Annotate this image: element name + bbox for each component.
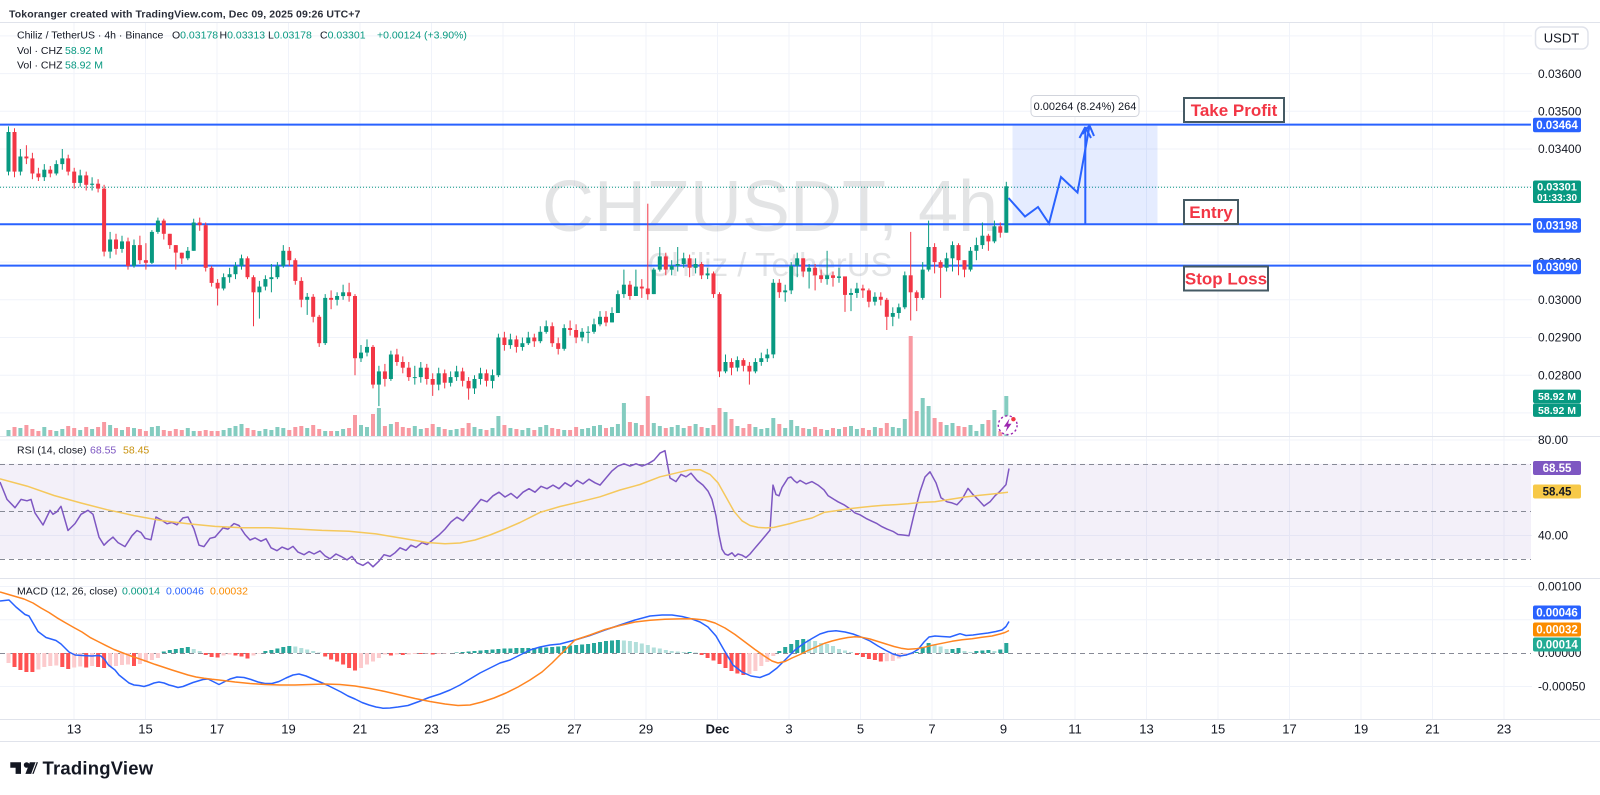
svg-text:Take Profit: Take Profit <box>1191 101 1278 120</box>
svg-text:5: 5 <box>857 722 864 737</box>
svg-text:0.03090: 0.03090 <box>1536 262 1578 274</box>
svg-text:0.02800: 0.02800 <box>1538 368 1582 382</box>
svg-text:0.03464: 0.03464 <box>1536 120 1578 132</box>
svg-text:0.00032: 0.00032 <box>1536 624 1578 636</box>
svg-text:H0.03313: H0.03313 <box>220 30 266 42</box>
svg-text:0.00100: 0.00100 <box>1538 580 1582 594</box>
svg-text:80.00: 80.00 <box>1538 433 1568 447</box>
svg-text:USDT: USDT <box>1544 31 1579 46</box>
svg-text:23: 23 <box>1497 722 1511 737</box>
svg-text:23: 23 <box>424 722 438 737</box>
svg-text:0.02900: 0.02900 <box>1538 331 1582 345</box>
svg-text:17: 17 <box>1282 722 1296 737</box>
svg-text:40.00: 40.00 <box>1538 529 1568 543</box>
svg-text:58.92 M: 58.92 M <box>1538 391 1576 403</box>
svg-text:29: 29 <box>639 722 653 737</box>
svg-text:0.00046: 0.00046 <box>1536 607 1578 619</box>
svg-text:7: 7 <box>928 722 935 737</box>
svg-text:Dec: Dec <box>706 722 730 737</box>
svg-text:0.03000: 0.03000 <box>1538 293 1582 307</box>
svg-text:15: 15 <box>1211 722 1225 737</box>
svg-text:13: 13 <box>1139 722 1153 737</box>
svg-text:TradingView: TradingView <box>43 758 154 779</box>
svg-text:0.03500: 0.03500 <box>1538 105 1582 119</box>
svg-text:0.03198: 0.03198 <box>1536 220 1578 232</box>
svg-text:Entry: Entry <box>1189 203 1233 222</box>
svg-text:19: 19 <box>1354 722 1368 737</box>
svg-text:25: 25 <box>496 722 510 737</box>
svg-text:3: 3 <box>785 722 792 737</box>
svg-text:9: 9 <box>1000 722 1007 737</box>
svg-text:Vol · CHZ 58.92 M: Vol · CHZ 58.92 M <box>17 45 103 57</box>
svg-text:17: 17 <box>210 722 224 737</box>
svg-text:68.55: 68.55 <box>1543 463 1572 475</box>
svg-text:0.00264 (8.24%) 264: 0.00264 (8.24%) 264 <box>1034 101 1137 113</box>
svg-text:Stop Loss: Stop Loss <box>1185 270 1267 289</box>
svg-text:21: 21 <box>353 722 367 737</box>
svg-text:Tokoranger created with Tradin: Tokoranger created with TradingView.com,… <box>9 9 361 21</box>
svg-text:19: 19 <box>281 722 295 737</box>
svg-text:21: 21 <box>1425 722 1439 737</box>
svg-text:Vol · CHZ 58.92 M: Vol · CHZ 58.92 M <box>17 60 103 72</box>
svg-text:0.03400: 0.03400 <box>1538 142 1582 156</box>
svg-text:01:33:30: 01:33:30 <box>1537 193 1577 204</box>
svg-text:15: 15 <box>138 722 152 737</box>
svg-text:L0.03178: L0.03178 <box>268 30 312 42</box>
svg-text:0.00014: 0.00014 <box>1536 639 1578 651</box>
svg-text:CHZUSDT, 4h: CHZUSDT, 4h <box>542 167 998 247</box>
svg-text:58.45: 58.45 <box>1543 486 1572 498</box>
svg-text:13: 13 <box>67 722 81 737</box>
svg-text:C0.03301: C0.03301 <box>320 30 366 42</box>
svg-text:11: 11 <box>1068 722 1082 737</box>
svg-text:0.03600: 0.03600 <box>1538 67 1582 81</box>
svg-text:0.03301: 0.03301 <box>1537 182 1577 194</box>
svg-text:O0.03178: O0.03178 <box>172 30 218 42</box>
svg-text:27: 27 <box>567 722 581 737</box>
svg-text:Chiliz / TetherUS · 4h · Binan: Chiliz / TetherUS · 4h · Binance <box>17 30 163 42</box>
svg-text:58.92 M: 58.92 M <box>1538 405 1576 417</box>
svg-text:+0.00124 (+3.90%): +0.00124 (+3.90%) <box>377 30 467 42</box>
svg-text:-0.00050: -0.00050 <box>1538 680 1586 694</box>
